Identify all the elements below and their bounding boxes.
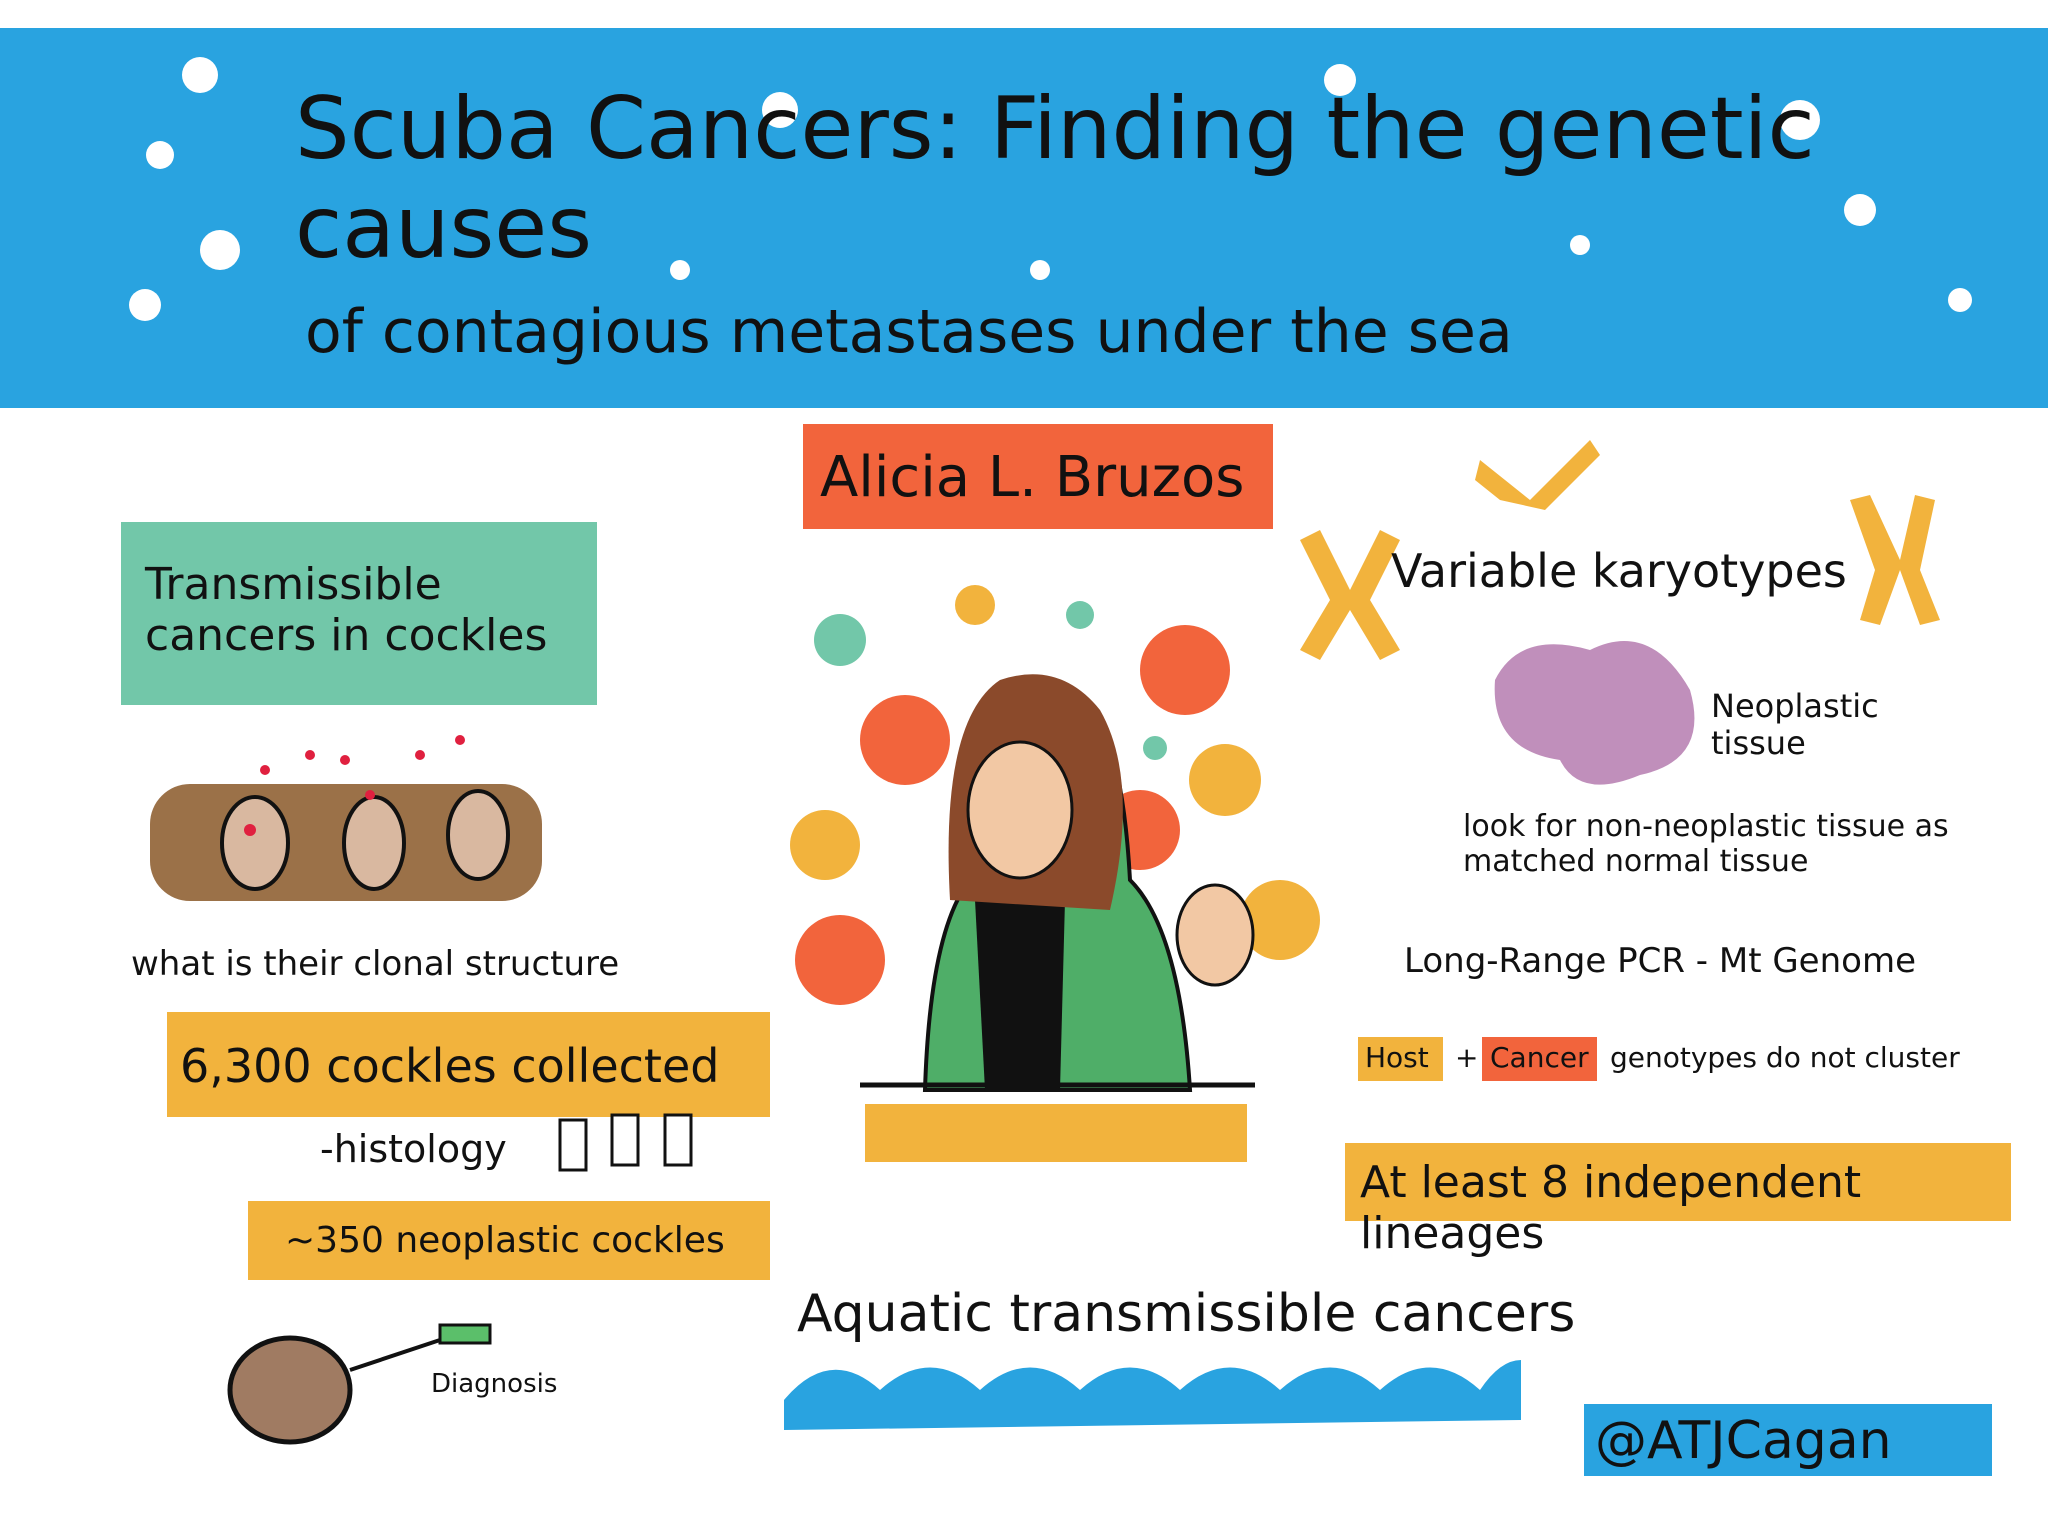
- host: Host: [1365, 1041, 1429, 1074]
- genotypes: genotypes do not cluster: [1610, 1041, 1960, 1074]
- particles: [244, 735, 465, 836]
- cancer-box: [1482, 1037, 1597, 1081]
- diagnosis: Diagnosis: [431, 1369, 558, 1399]
- cancer: Cancer: [1490, 1041, 1589, 1074]
- pcr: Long-Range PCR - Mt Genome: [1404, 941, 1916, 981]
- collected: 6,300 cockles collected: [180, 1039, 720, 1093]
- host-box: [1358, 1037, 1443, 1081]
- matched: look for non-neoplastic tissue as matche…: [1463, 809, 1949, 879]
- karyotypes: Variable karyotypes: [1391, 544, 1847, 598]
- bubbles: [129, 57, 1972, 321]
- histology: -histology: [320, 1127, 507, 1171]
- topic-box: [121, 522, 597, 705]
- dots: [790, 585, 1320, 1005]
- aquatic: Aquatic transmissible cancers: [797, 1284, 1576, 1344]
- net: [227, 1335, 353, 1445]
- plus: +: [1455, 1041, 1479, 1074]
- neoplastic: ~350 neoplastic cockles: [285, 1220, 725, 1261]
- speaker-box: [803, 424, 1273, 529]
- face: [966, 740, 1074, 880]
- syringe: [438, 1323, 492, 1345]
- lineages-box: [1345, 1143, 2011, 1221]
- collected-box: [167, 1012, 770, 1117]
- neoplastic-box: [248, 1201, 770, 1280]
- title: Scuba Cancers: Finding the genetic cause…: [295, 79, 1815, 278]
- slides: [558, 1113, 693, 1172]
- podium: [865, 1104, 1247, 1162]
- cockles: [220, 789, 510, 891]
- tissue: [1494, 641, 1695, 785]
- chromosomes: [1300, 440, 1940, 660]
- syringe-line: [349, 1338, 441, 1372]
- banner: [0, 28, 2048, 408]
- tissue-label: Neoplastic tissue: [1711, 687, 1879, 762]
- handle-box: [1584, 1404, 1992, 1476]
- question: what is their clonal structure: [131, 944, 620, 984]
- shell: [1175, 883, 1255, 987]
- handle: @ATJCagan: [1595, 1411, 1892, 1471]
- lineages: At least 8 independent lineages: [1360, 1157, 1862, 1259]
- speaker: Alicia L. Bruzos: [820, 445, 1245, 510]
- waves: [784, 1360, 1521, 1430]
- shirt: [975, 900, 1065, 1090]
- topic: Transmissible cancers in cockles: [145, 559, 548, 661]
- title: of contagious metastases under the sea: [305, 297, 1513, 367]
